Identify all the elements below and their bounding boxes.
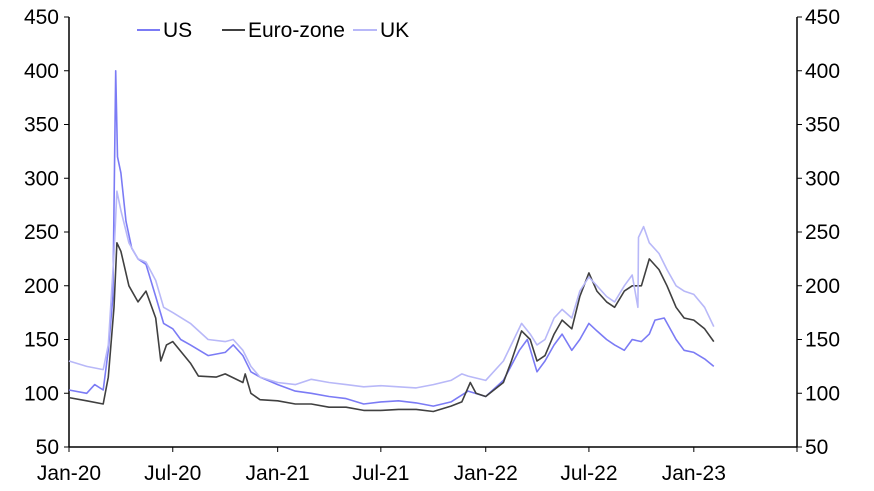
y-tick-label-right: 250	[805, 221, 840, 244]
legend: US Euro-zone UK	[137, 19, 409, 42]
y-tick-label-right: 150	[805, 329, 840, 352]
x-tick-label: Jul-21	[352, 462, 409, 485]
x-tick-label: Jul-20	[144, 462, 201, 485]
y-tick-label-right: 50	[805, 436, 828, 459]
y-tick-label-left: 100	[24, 382, 59, 405]
y-tick-label-right: 200	[805, 275, 840, 298]
y-tick-label-left: 50	[36, 436, 59, 459]
series-line-uk	[68, 190, 715, 389]
x-tick-label: Jan-20	[37, 462, 101, 485]
y-tick-label-right: 100	[805, 382, 840, 405]
x-tick-label: Jul-22	[560, 462, 617, 485]
axes: 50 50 100 100 150 150 200 200 250 250 300 300 350 350…	[24, 6, 840, 485]
series-lines	[68, 70, 715, 413]
series-line-us	[68, 70, 715, 407]
y-tick-label-right: 300	[805, 167, 840, 190]
y-tick-label-left: 200	[24, 275, 59, 298]
series-line-euro-zone	[68, 242, 715, 413]
y-tick-label-right: 350	[805, 114, 840, 137]
y-tick-label-left: 350	[24, 114, 59, 137]
legend-label: UK	[380, 19, 409, 42]
y-tick-label-left: 300	[24, 167, 59, 190]
x-tick-label: Jan-23	[662, 462, 726, 485]
y-tick-label-left: 150	[24, 329, 59, 352]
x-tick-label: Jan-22	[454, 462, 518, 485]
y-tick-label-left: 400	[24, 60, 59, 83]
legend-label: US	[163, 19, 192, 42]
x-tick-label: Jan-21	[246, 462, 310, 485]
y-tick-label-left: 250	[24, 221, 59, 244]
legend-label: Euro-zone	[248, 19, 345, 42]
y-tick-label-right: 400	[805, 60, 840, 83]
y-tick-label-right: 450	[805, 6, 840, 29]
y-tick-label-left: 450	[24, 6, 59, 29]
